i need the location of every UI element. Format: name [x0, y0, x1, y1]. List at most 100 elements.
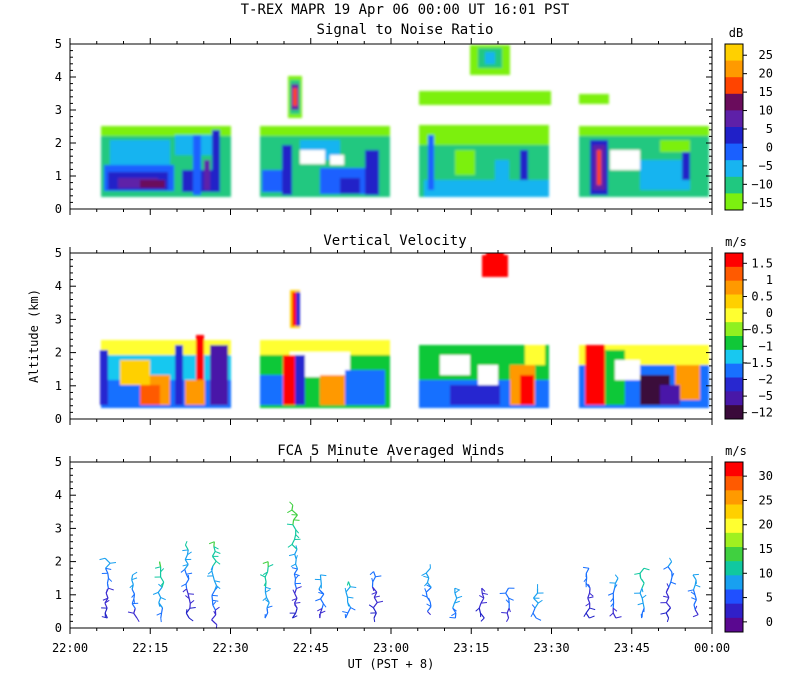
barb-flag: [480, 617, 485, 622]
barb-flag: [160, 617, 162, 623]
barb-flag: [501, 612, 508, 614]
barb-staff: [425, 567, 431, 574]
colorbar-label: 0: [766, 140, 773, 154]
barb-staff: [293, 534, 297, 540]
barb-staff: [587, 592, 591, 599]
colorbar-swatch: [725, 603, 743, 619]
winds-frame: [69, 461, 713, 629]
barb-staff: [186, 549, 189, 555]
colorbar-swatch: [725, 93, 743, 111]
barb-staff: [266, 566, 269, 572]
barb-flag: [374, 595, 381, 598]
barb-flag: [263, 581, 267, 587]
barb-staff: [319, 608, 323, 614]
colorbar-label: 0: [766, 615, 773, 629]
barb-flag: [296, 586, 302, 590]
barb-staff: [212, 560, 217, 567]
wind-barb-profile: [530, 584, 544, 621]
barb-staff: [694, 609, 699, 616]
barb-flag: [295, 574, 299, 580]
barb-flag: [291, 567, 298, 570]
wind-barb-profile: [634, 567, 650, 619]
barb-staff: [104, 597, 109, 604]
barb-flag: [350, 607, 356, 611]
barb-flag: [342, 611, 349, 614]
barb-flag: [505, 617, 510, 623]
barb-staff: [585, 612, 590, 619]
barb-flag: [289, 501, 294, 506]
barb-staff: [612, 612, 617, 619]
barb-staff: [426, 606, 432, 612]
barb-flag: [691, 597, 697, 601]
barb-staff: [613, 583, 617, 589]
barb-staff: [665, 612, 670, 619]
colorbar-swatch: [725, 547, 743, 562]
barb-staff: [347, 581, 351, 587]
barb-flag: [371, 586, 375, 592]
velocity-colorbar: m/s 1.5 1 0.5 0 −0.5 −1 −1.5 −2 −5 −12: [724, 235, 773, 420]
barb-staff: [692, 574, 697, 581]
barb-staff: [133, 612, 138, 619]
barb-staff: [184, 569, 187, 575]
winds-panel-title: FCA 5 Minute Averaged Winds: [277, 443, 505, 459]
barb-staff: [373, 612, 377, 619]
barb-flag: [320, 574, 327, 577]
colorbar-swatch: [725, 532, 743, 548]
barb-staff: [479, 612, 485, 619]
barb-flag: [695, 584, 701, 588]
barb-staff: [160, 576, 165, 583]
barb-staff: [533, 597, 539, 604]
barb-staff: [291, 539, 296, 545]
y-tick-label: 4: [55, 279, 62, 293]
barb-flag: [320, 610, 326, 614]
time-axis-label: UT (PST + 8): [348, 657, 435, 671]
y-tick-label: 3: [55, 312, 62, 326]
barb-flag: [160, 581, 165, 586]
barb-staff: [293, 598, 298, 604]
barb-staff: [212, 575, 215, 581]
barb-flag: [214, 580, 221, 583]
barb-staff: [506, 607, 510, 614]
barb-flag: [667, 607, 671, 612]
y-tick-label: 1: [55, 379, 62, 393]
barb-flag: [587, 596, 594, 599]
barb-flag: [421, 572, 427, 577]
barb-staff: [185, 607, 191, 614]
barb-flag: [110, 562, 117, 564]
velocity-axes: 0 1 2 3 4 5: [55, 246, 713, 426]
colorbar-swatch: [725, 253, 743, 268]
barb-flag: [315, 598, 321, 602]
colorbar-label: 15: [759, 542, 773, 556]
barb-staff: [506, 612, 510, 619]
colorbar-swatch: [725, 462, 743, 477]
colorbar-label: 10: [759, 104, 773, 118]
barb-flag: [262, 597, 267, 601]
barb-flag: [687, 589, 694, 592]
barb-flag: [208, 541, 215, 545]
barb-flag: [101, 616, 108, 619]
barb-flag: [131, 593, 135, 598]
barb-staff: [291, 509, 298, 516]
barb-staff: [585, 567, 590, 574]
barb-staff: [131, 603, 136, 609]
barb-staff: [425, 572, 430, 579]
colorbar-swatch: [725, 160, 743, 178]
colorbar-label: −15: [751, 196, 773, 210]
barb-staff: [478, 602, 482, 609]
barb-staff: [294, 554, 297, 560]
barb-staff: [293, 573, 297, 579]
barb-staff: [104, 602, 108, 609]
barb-flag: [295, 534, 300, 539]
barb-staff: [670, 576, 673, 583]
colorbar-label: 25: [759, 493, 773, 507]
x-tick-label: 23:30: [533, 641, 569, 655]
barb-staff: [294, 593, 298, 599]
barb-staff: [213, 546, 216, 552]
colorbar-label: 5: [766, 122, 773, 136]
barb-staff: [478, 607, 482, 614]
colorbar-swatch: [725, 322, 743, 337]
barb-staff: [373, 597, 378, 603]
barb-staff: [614, 577, 619, 584]
barb-staff: [665, 597, 670, 603]
barb-flag: [373, 617, 376, 623]
